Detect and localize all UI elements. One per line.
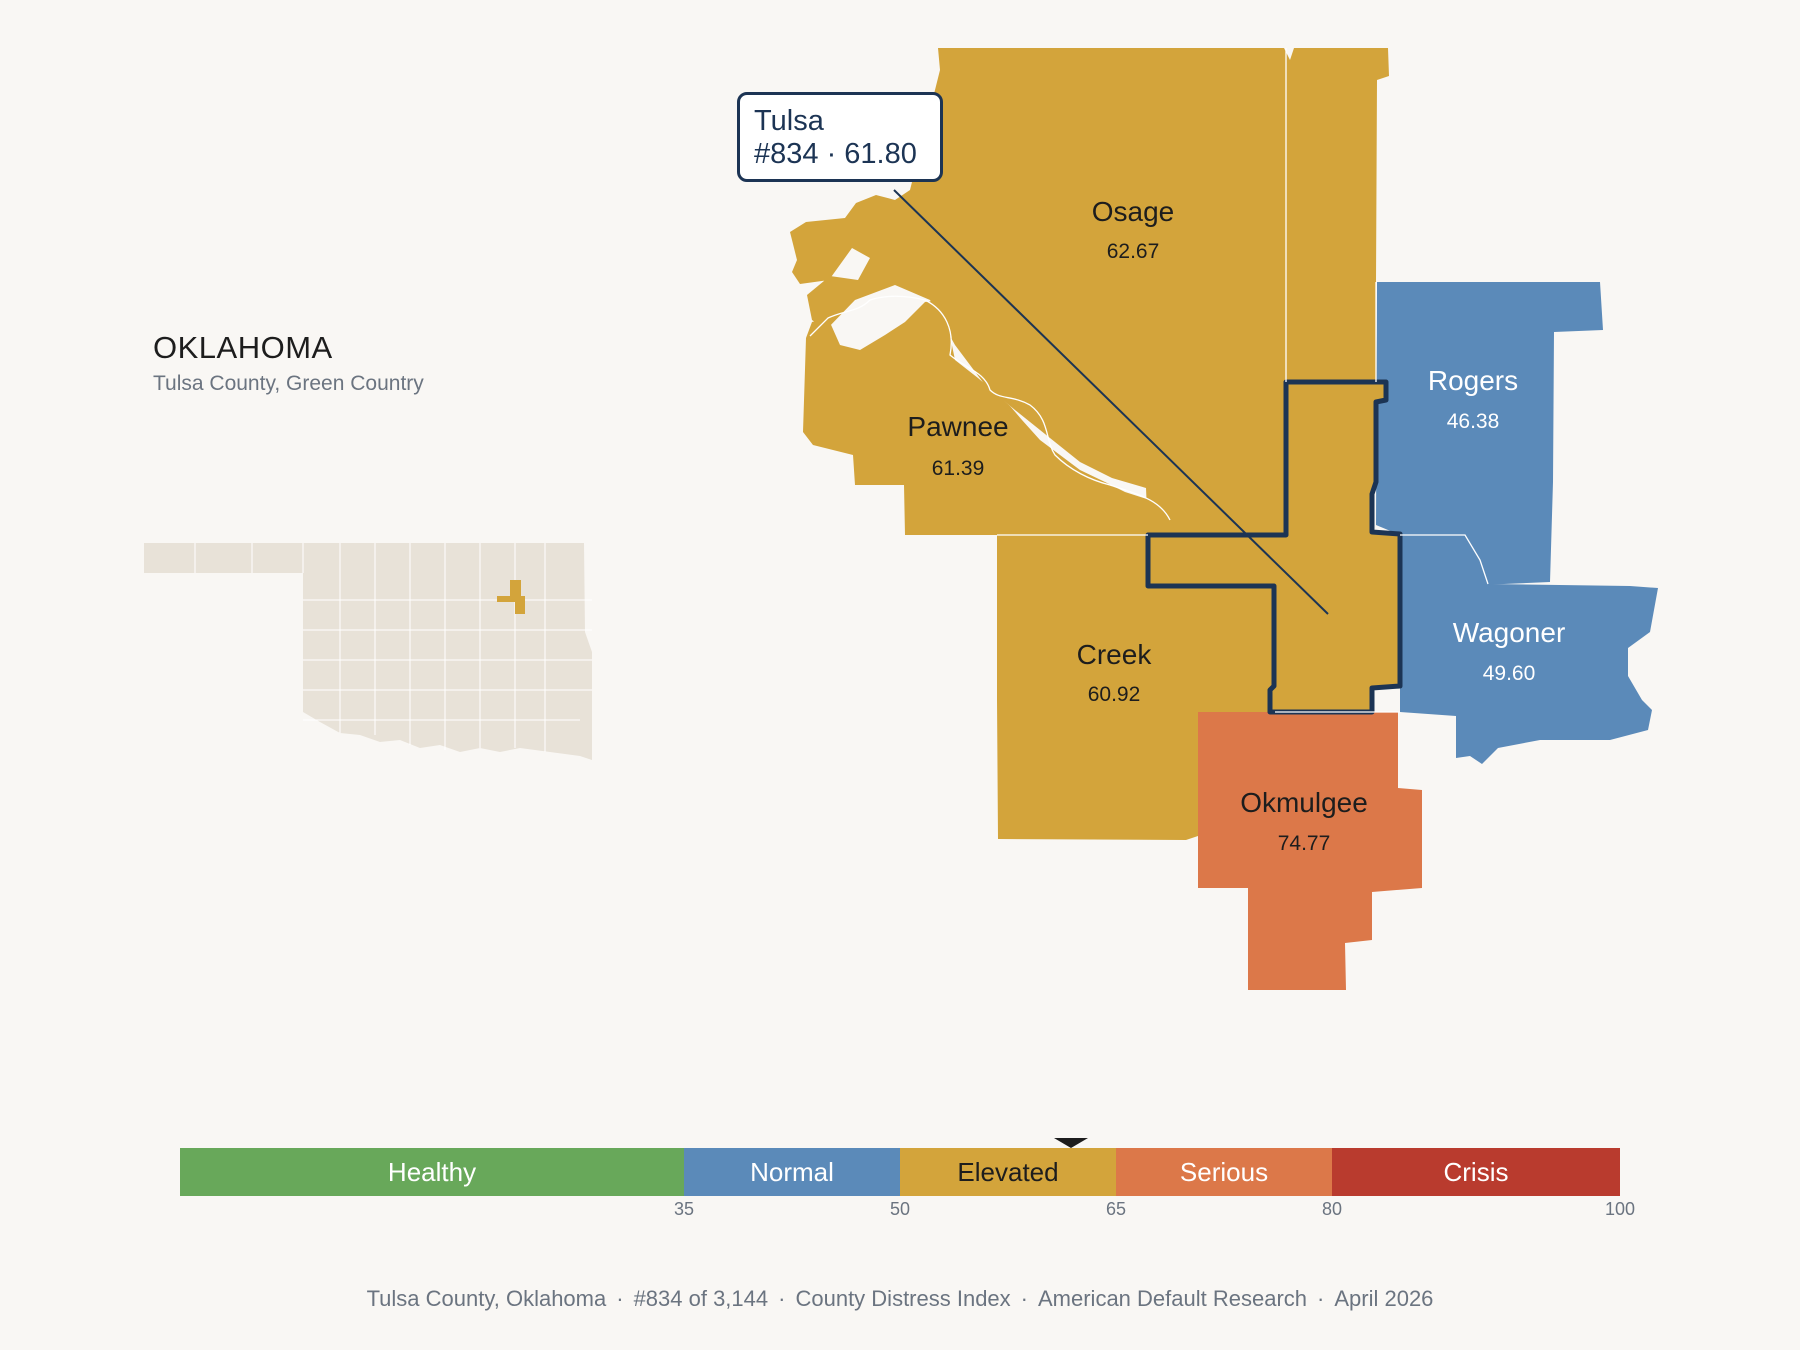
callout-county-name: Tulsa [754, 105, 824, 137]
callout-leader-line [893, 189, 1329, 615]
tulsa-callout: Tulsa #834 · 61.80 [737, 92, 943, 182]
footer-rank: #834 of 3,144 [633, 1286, 769, 1311]
county-boundaries [997, 48, 1489, 713]
county-name-rogers: Rogers [1428, 365, 1518, 396]
legend-tick-65: 65 [1105, 1199, 1127, 1219]
county-name-wagoner: Wagoner [1453, 617, 1566, 648]
legend-normal: Normal [684, 1148, 900, 1196]
callout-rank-score: #834 · 61.80 [754, 138, 917, 170]
oklahoma-outline [144, 543, 592, 760]
county-labels: Osage 62.67 Pawnee 61.39 Rogers 46.38 Creek 60.… [907, 196, 1565, 855]
county-tulsa[interactable] [1145, 379, 1403, 715]
legend-healthy: Healthy [180, 1148, 684, 1196]
state-title: OKLAHOMA [153, 330, 333, 365]
county-rogers[interactable] [1376, 282, 1603, 585]
legend-elevated: Elevated [900, 1148, 1116, 1196]
county-score-okmulgee: 74.77 [1278, 832, 1331, 855]
legend-crisis: Crisis [1332, 1148, 1620, 1196]
footer-source: American Default Research [1038, 1286, 1308, 1311]
legend-serious: Serious [1116, 1148, 1332, 1196]
county-name-okmulgee: Okmulgee [1240, 787, 1368, 818]
pawnee-river-boundary [809, 295, 1171, 521]
footer-date: April 2026 [1334, 1286, 1434, 1311]
footer-separator: · [778, 1286, 786, 1311]
county-score-rogers: 46.38 [1447, 410, 1500, 433]
footer-county: Tulsa County, Oklahoma [366, 1286, 607, 1311]
state-inset-map [144, 543, 592, 760]
legend-tick-50: 50 [889, 1199, 911, 1219]
footer-credits: Tulsa County, Oklahoma · #834 of 3,144 · Cou… [0, 1286, 1800, 1312]
county-wagoner[interactable] [1400, 535, 1658, 764]
score-marker-triangle [1054, 1138, 1088, 1148]
legend-tick-100: 100 [1604, 1199, 1636, 1219]
county-score-pawnee: 61.39 [932, 457, 985, 480]
state-subtitle: Tulsa County, Green Country [153, 372, 424, 395]
county-score-wagoner: 49.60 [1483, 662, 1536, 685]
footer-separator: · [1317, 1286, 1325, 1311]
county-score-osage: 62.67 [1107, 240, 1160, 263]
legend-tick-80: 80 [1321, 1199, 1343, 1219]
inset-county-grid [194, 543, 592, 752]
legend-tick-35: 35 [673, 1199, 695, 1219]
county-pawnee[interactable] [803, 300, 1175, 535]
county-name-osage: Osage [1092, 196, 1175, 227]
county-name-pawnee: Pawnee [907, 411, 1008, 442]
county-name-creek: Creek [1077, 639, 1153, 670]
distress-legend: Healthy Normal Elevated Serious Crisis [180, 1148, 1620, 1196]
county-okmulgee[interactable] [1198, 712, 1422, 990]
inset-tulsa-highlight [497, 580, 525, 614]
county-score-creek: 60.92 [1088, 683, 1141, 706]
footer-separator: · [1020, 1286, 1028, 1311]
footer-index: County Distress Index [795, 1286, 1011, 1311]
county-creek[interactable] [997, 535, 1275, 840]
footer-separator: · [616, 1286, 624, 1311]
